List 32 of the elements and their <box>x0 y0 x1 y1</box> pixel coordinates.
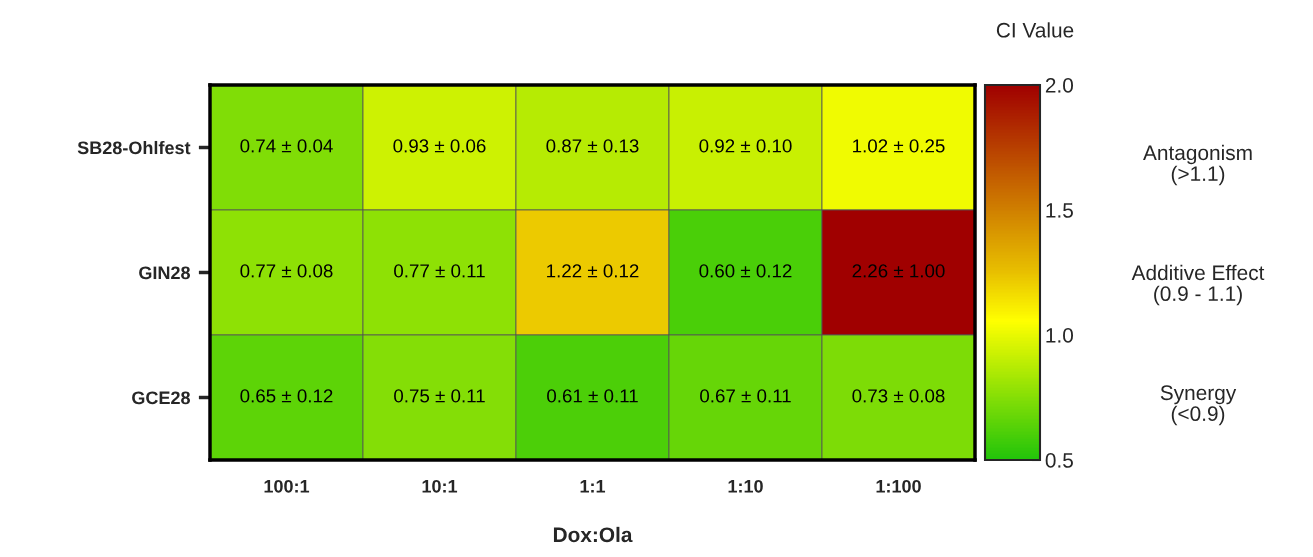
data-label: 2.26 ± 1.00 <box>852 264 945 278</box>
y-tick-label: SB28-Ohlfest <box>77 140 191 155</box>
data-label: 0.65 ± 0.12 <box>240 389 333 403</box>
data-label: 0.87 ± 0.13 <box>546 139 639 153</box>
x-tick-label: 100:1 <box>264 479 310 493</box>
y-tick-label: GIN28 <box>139 266 190 280</box>
data-label: 0.75 ± 0.11 <box>394 389 485 403</box>
color-bar-label: 2.0 <box>1045 78 1074 93</box>
x-tick-label: 10:1 <box>422 479 458 493</box>
data-label: 1.02 ± 0.25 <box>853 139 945 153</box>
data-label: 0.77 ± 0.08 <box>240 264 333 278</box>
color-bar-title: CI Value <box>996 22 1074 38</box>
data-label: 0.61 ± 0.11 <box>547 389 638 403</box>
color-bar-label: 1.0 <box>1046 328 1074 343</box>
data-label: 0.60 ± 0.12 <box>699 264 792 278</box>
data-label: 0.92 ± 0.10 <box>699 139 792 153</box>
x-tick-label: 1:1 <box>580 480 606 493</box>
text: Additive Effect (0.9 - 1.1) <box>1131 264 1265 306</box>
color-bar-label: 1.5 <box>1046 203 1073 218</box>
color-bar-label: 0.5 <box>1045 453 1073 468</box>
x-tick-label: 1:10 <box>728 479 763 493</box>
text: Synergy (<0.9) <box>1160 385 1237 426</box>
x-tick-label: 1:100 <box>876 479 921 493</box>
text: Antagonism (>1.1) <box>1143 144 1252 186</box>
data-label: 0.93 ± 0.06 <box>393 139 486 153</box>
x-axis-title: Dox:Ola <box>553 526 633 543</box>
y-tick-label: GCE28 <box>132 391 190 405</box>
data-label: 0.74 ± 0.04 <box>240 139 333 153</box>
data-label: 0.77 ± 0.11 <box>394 264 485 278</box>
data-label: 0.67 ± 0.11 <box>700 389 791 403</box>
data-label: 1.22 ± 0.12 <box>547 264 639 278</box>
data-label: 0.73 ± 0.08 <box>852 389 945 403</box>
